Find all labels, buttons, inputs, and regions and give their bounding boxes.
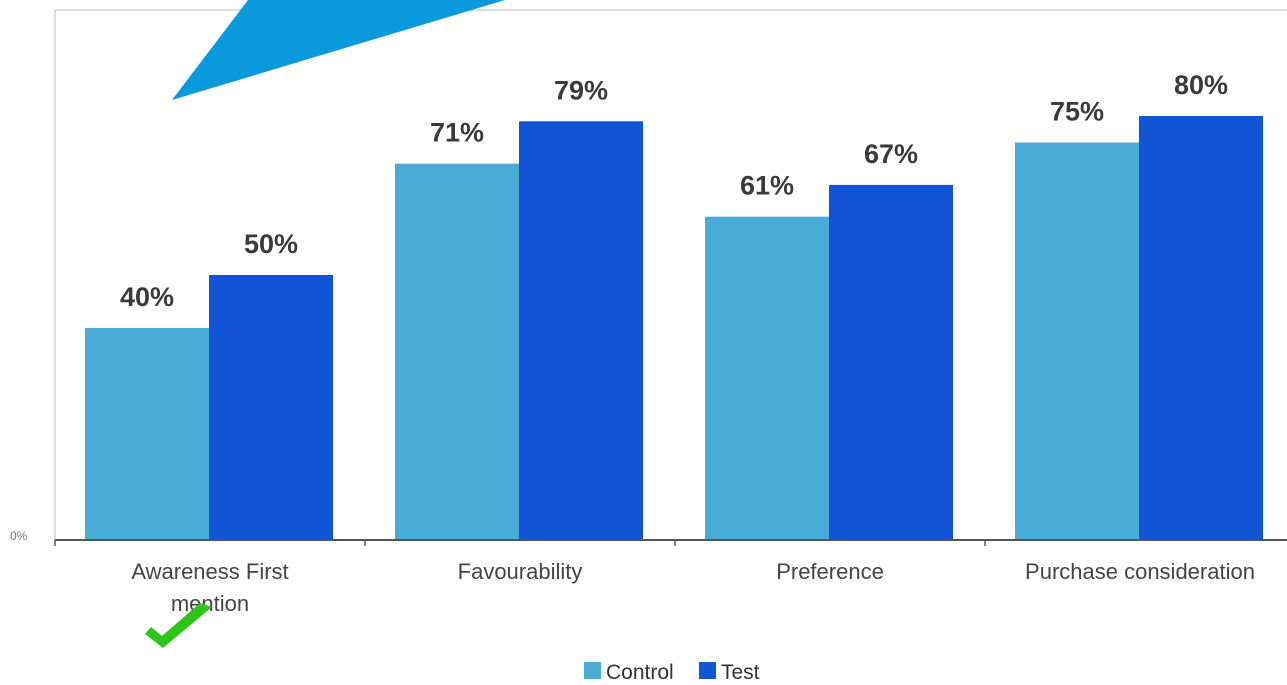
data-label-test-purchase-consideration: 80% [1174, 70, 1228, 100]
data-label-control-preference: 61% [740, 171, 794, 201]
legend-label-test: Test [721, 661, 760, 684]
data-label-control-awareness-first-mention: 40% [120, 282, 174, 312]
data-label-test-preference: 67% [864, 139, 918, 169]
arrow-pointer-icon [172, 0, 505, 100]
category-label-preference: Preference [776, 559, 884, 584]
data-label-test-awareness-first-mention: 50% [244, 229, 298, 259]
bar-control-preference [705, 216, 829, 540]
bar-control-awareness-first-mention [85, 328, 209, 540]
category-labels: Awareness First mention Favourability Prefe… [131, 559, 1255, 616]
bar-test-purchase-consideration [1139, 116, 1263, 540]
data-label-test-favourability: 79% [554, 75, 608, 105]
legend-label-control: Control [606, 661, 674, 684]
bar-test-favourability [519, 121, 643, 541]
legend: Control Test [584, 661, 760, 684]
data-label-control-purchase-consideration: 75% [1050, 97, 1104, 127]
ticks-layer [54, 540, 986, 546]
bar-test-awareness-first-mention [209, 275, 333, 540]
legend-swatch-test [699, 662, 716, 679]
data-label-control-favourability: 71% [430, 118, 484, 148]
legend-swatch-control [584, 662, 601, 679]
bar-control-favourability [395, 163, 519, 540]
category-label-favourability: Favourability [458, 559, 583, 584]
bar-test-preference [829, 184, 953, 540]
y-tick-label-zero: 0% [10, 529, 28, 543]
category-label-awareness-first-mention-line-2: mention [171, 591, 249, 616]
bar-control-purchase-consideration [1015, 142, 1139, 540]
bars-layer [85, 116, 1263, 541]
checkmark-icon [145, 603, 212, 648]
labels-layer: 40% 50% 71% 79% 61% 67% 75% 80% [120, 70, 1228, 312]
category-label-awareness-first-mention: Awareness First [131, 559, 288, 584]
category-label-purchase-consideration: Purchase consideration [1025, 559, 1255, 584]
